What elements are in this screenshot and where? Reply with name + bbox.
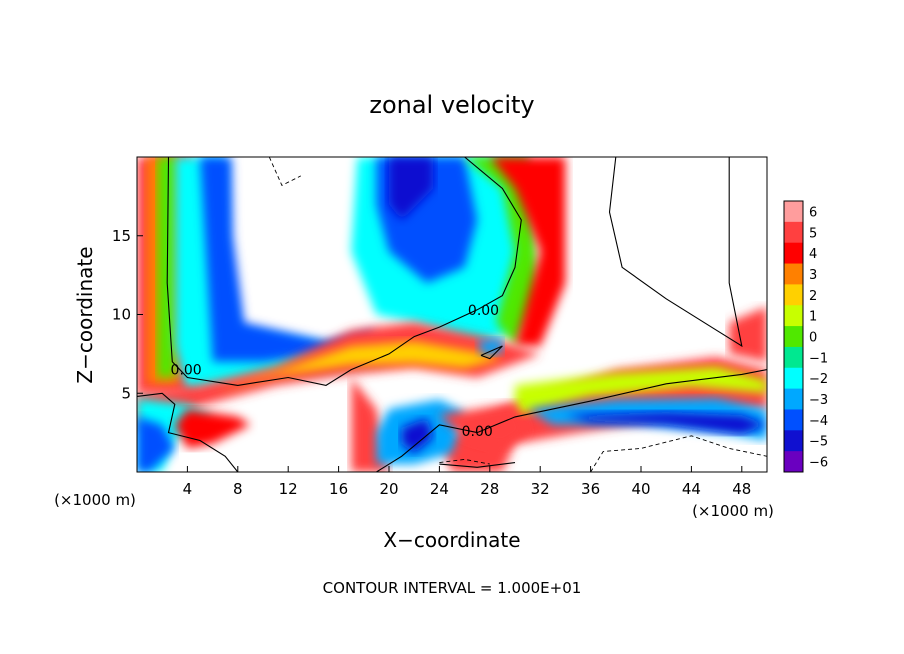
x-tick-label: 24 [430, 480, 449, 498]
field-region [401, 418, 434, 454]
x-tick-label: 4 [183, 480, 193, 498]
colorbar-label: 3 [809, 268, 817, 283]
colorbar: 6 5 4 3 2 1 0 −1 −2 −3 −4 −5 −6 [783, 200, 828, 473]
colorbar-label: 2 [809, 289, 817, 304]
zero-contours [137, 157, 767, 472]
x-tick-label: 40 [631, 480, 650, 498]
colorbar-swatch [784, 409, 803, 431]
x-tick-label: 28 [480, 480, 499, 498]
colorbar-swatch [784, 388, 803, 410]
chart-title: zonal velocity [369, 91, 534, 119]
contour-label: 0.00 [462, 424, 493, 440]
colorbar-label: 4 [809, 247, 817, 262]
colorbar-swatch [784, 451, 803, 473]
field-region [477, 338, 503, 356]
negative-contour-line [590, 435, 767, 472]
x-unit-left: (×1000 m) [54, 491, 136, 509]
x-tick-label: 36 [581, 480, 600, 498]
colorbar-label: −6 [809, 456, 828, 471]
colorbar-label: 1 [809, 310, 817, 325]
x-tick-label: 44 [682, 480, 701, 498]
x-tick-label: 12 [279, 480, 298, 498]
y-tick-label: 10 [112, 306, 131, 324]
negative-contour-line [439, 458, 490, 465]
field-region [439, 402, 528, 449]
contour-label: 0.00 [468, 303, 499, 319]
colorbar-swatch [784, 326, 803, 348]
colorbar-label: −1 [809, 351, 828, 366]
y-axis: 5 10 15 [112, 227, 143, 402]
y-tick-label: 5 [121, 384, 131, 402]
contour-labels: 0.00 0.00 0.00 [171, 303, 500, 440]
field-region [729, 306, 767, 362]
field-region [174, 409, 251, 449]
velocity-field [137, 157, 767, 472]
colorbar-swatch [784, 367, 803, 390]
colorbar-label: −4 [809, 414, 828, 429]
x-tick-label: 16 [329, 480, 348, 498]
x-unit-right: (×1000 m) [692, 502, 774, 520]
negative-contour-line [268, 157, 302, 187]
field-region [489, 157, 566, 346]
contour-label: 0.00 [171, 363, 202, 379]
field-region [389, 157, 434, 220]
colorbar-swatch [784, 242, 803, 265]
colorbar-label: −3 [809, 393, 828, 408]
colorbar-label: 0 [809, 331, 817, 346]
x-tick-label: 32 [531, 480, 550, 498]
colorbar-frame [783, 200, 804, 473]
colorbar-swatch [784, 201, 803, 223]
x-tick-label: 48 [732, 480, 751, 498]
field-region [212, 341, 503, 394]
colorbar-swatch [784, 430, 803, 452]
y-axis-label: Z−coordinate [73, 246, 97, 383]
colorbar-label: −2 [809, 372, 828, 387]
colorbar-swatch [784, 221, 803, 244]
colorbar-label: 6 [809, 205, 817, 220]
zero-contour-line [376, 369, 767, 472]
zero-contour-line [439, 462, 516, 468]
field-region [464, 157, 541, 346]
zero-contour-line [166, 157, 522, 386]
field-region [565, 412, 767, 435]
colorbar-swatch [784, 346, 803, 369]
zero-contour-line [137, 392, 239, 472]
colorbar-swatch [784, 284, 803, 306]
colorbar-swatch [784, 263, 803, 285]
colorbar-swatch [784, 305, 803, 327]
x-axis: 4 8 12 16 20 24 28 32 36 40 44 48 [183, 466, 751, 498]
x-tick-label: 20 [379, 480, 398, 498]
zero-contour-line [480, 345, 503, 360]
contour-interval-note: CONTOUR INTERVAL = 1.000E+01 [323, 579, 582, 597]
x-axis-label: X−coordinate [383, 528, 520, 552]
field-region [137, 416, 175, 472]
colorbar-label: 5 [809, 226, 817, 241]
y-tick-label: 15 [112, 227, 131, 245]
colorbar-label: −5 [809, 435, 828, 450]
x-tick-label: 8 [233, 480, 243, 498]
zero-contour-line [608, 157, 743, 348]
